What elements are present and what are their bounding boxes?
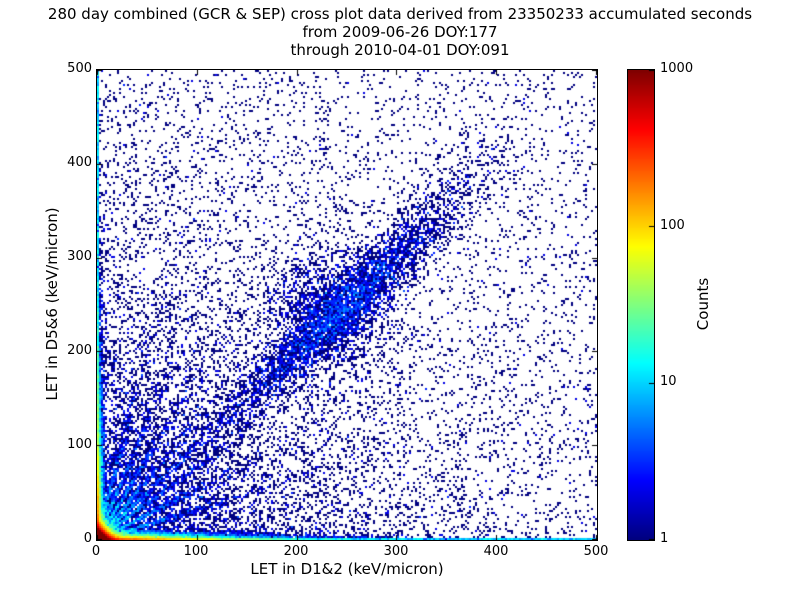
y-tick-label: 0 xyxy=(83,531,92,546)
colorbar-canvas xyxy=(628,70,654,540)
x-tick-label: 200 xyxy=(283,544,309,559)
colorbar-tick-label: 100 xyxy=(660,217,685,233)
x-axis-label: LET in D1&2 (keV/micron) xyxy=(250,560,444,578)
colorbar-tick-label: 10 xyxy=(660,374,677,390)
x-tick-label: 300 xyxy=(383,544,409,559)
chart-title-line-2: from 2009-06-26 DOY:177 xyxy=(302,23,498,41)
y-tick-label: 300 xyxy=(67,249,92,264)
colorbar-tick-label: 1 xyxy=(660,531,669,546)
chart-title-line-1: 280 day combined (GCR & SEP) cross plot … xyxy=(47,5,753,23)
x-tick-label: 0 xyxy=(91,544,101,559)
x-tick-labels: 0 100 200 300 400 500 xyxy=(92,544,609,560)
colorbar-frame xyxy=(627,69,655,541)
scatter-canvas xyxy=(97,70,597,540)
plot-frame xyxy=(96,69,598,541)
y-tick-labels: 0 100 200 300 400 500 xyxy=(50,61,92,546)
y-axis-label: LET in D5&6 (keV/micron) xyxy=(43,207,61,401)
colorbar-tick-label: 1000 xyxy=(660,61,694,76)
x-tick-label: 500 xyxy=(583,544,609,559)
x-tick-label: 400 xyxy=(483,544,509,559)
chart-title-line-3: through 2010-04-01 DOY:091 xyxy=(290,41,510,59)
y-tick-label: 100 xyxy=(67,437,92,452)
colorbar-tick-labels: 1 10 100 1000 xyxy=(660,61,700,546)
y-tick-label: 200 xyxy=(67,343,92,358)
y-tick-label: 400 xyxy=(67,155,92,170)
y-tick-label: 500 xyxy=(67,61,92,76)
x-tick-label: 100 xyxy=(183,544,209,559)
chart-title: 280 day combined (GCR & SEP) cross plot … xyxy=(0,5,800,59)
colorbar-label: Counts xyxy=(694,277,712,331)
